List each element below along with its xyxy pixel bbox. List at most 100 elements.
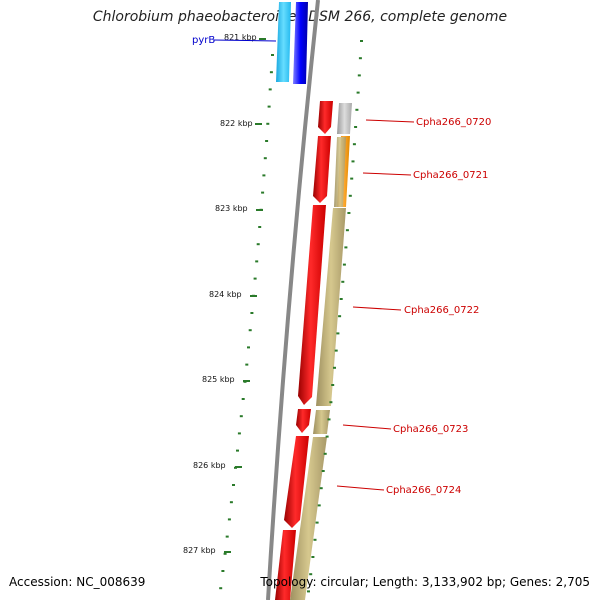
scale-dot bbox=[271, 54, 274, 56]
scale-dot bbox=[268, 88, 272, 91]
scale-dot bbox=[348, 194, 352, 197]
scale-dot bbox=[321, 470, 325, 472]
tick-label-822: 822 kbp bbox=[220, 119, 253, 128]
scale-dot bbox=[323, 452, 327, 455]
scale-dot bbox=[333, 366, 336, 369]
gene-label-cpha266-0723[interactable]: Cpha266_0723 bbox=[393, 424, 468, 435]
cds-cpha266-0720[interactable] bbox=[318, 101, 333, 134]
cds-cpha266-0722[interactable] bbox=[298, 205, 326, 405]
cds-cpha266-0724[interactable] bbox=[284, 436, 309, 528]
gene-label-cpha266-0722[interactable]: Cpha266_0722 bbox=[404, 305, 479, 316]
scale-dot bbox=[327, 418, 331, 421]
scale-dot bbox=[221, 570, 225, 572]
tick-mark bbox=[256, 209, 263, 211]
scale-dot bbox=[253, 277, 257, 280]
cds-track bbox=[275, 101, 333, 600]
orf-khaki-1[interactable] bbox=[334, 137, 346, 207]
scale-dot bbox=[219, 587, 223, 590]
scale-dot bbox=[247, 346, 250, 349]
orf-khaki-3[interactable] bbox=[313, 410, 330, 434]
scale-dot bbox=[342, 263, 346, 266]
scale-dot bbox=[248, 329, 252, 332]
feature-pyrB[interactable] bbox=[276, 2, 308, 84]
scale-dot bbox=[325, 435, 329, 438]
gene-label-cpha266-0721[interactable]: Cpha266_0721 bbox=[413, 170, 488, 181]
tick-mark bbox=[224, 551, 231, 553]
orf-khaki-2[interactable] bbox=[316, 208, 346, 406]
tick-mark bbox=[255, 123, 262, 125]
scale-dot bbox=[269, 71, 273, 74]
scale-dot bbox=[355, 108, 359, 111]
scale-dot bbox=[236, 449, 239, 452]
scale-dot bbox=[339, 298, 343, 300]
scale-dot bbox=[315, 521, 319, 524]
scale-dot bbox=[241, 398, 245, 400]
gene-label-cpha266-0720[interactable]: Cpha266_0720 bbox=[416, 117, 491, 128]
scale-dot bbox=[329, 401, 333, 404]
scale-dot bbox=[256, 243, 260, 246]
tick-label-824: 824 kbp bbox=[209, 290, 242, 299]
scale-dot bbox=[262, 174, 266, 177]
tick-label-827: 827 kbp bbox=[183, 546, 216, 555]
callout-line bbox=[336, 485, 385, 491]
scale-dot bbox=[245, 363, 249, 366]
scale-dot bbox=[225, 535, 229, 538]
callout-line bbox=[213, 39, 277, 42]
scale-dot bbox=[350, 177, 354, 180]
scale-dot bbox=[334, 349, 338, 352]
scale-dot bbox=[354, 126, 358, 128]
inner-scale bbox=[219, 54, 274, 590]
scale-dot bbox=[356, 91, 360, 94]
callout-line bbox=[362, 172, 412, 176]
scale-dot bbox=[341, 280, 345, 283]
gene-label-pyrB[interactable]: pyrB bbox=[192, 35, 215, 46]
scale-dot bbox=[255, 260, 259, 263]
scale-dot bbox=[360, 40, 363, 42]
scale-dot bbox=[358, 57, 362, 60]
scale-dot bbox=[227, 518, 231, 521]
scale-dot bbox=[229, 501, 233, 504]
tick-label-823: 823 kbp bbox=[215, 204, 248, 213]
orf-khaki-4[interactable] bbox=[290, 437, 327, 600]
callout-line bbox=[342, 424, 392, 430]
scale-dot bbox=[232, 484, 235, 486]
accession-text: Accession: NC_008639 bbox=[9, 575, 146, 589]
scale-dot bbox=[344, 246, 348, 249]
cds-cpha266-0723[interactable] bbox=[296, 409, 311, 433]
tick-label-826: 826 kbp bbox=[193, 461, 226, 470]
callout-line bbox=[365, 119, 415, 123]
orf-gray[interactable] bbox=[337, 103, 352, 134]
scale-dot bbox=[351, 160, 355, 163]
scale-dot bbox=[237, 432, 241, 435]
cds-cpha266-0721[interactable] bbox=[313, 136, 331, 203]
scale-dot bbox=[250, 312, 254, 314]
tick-label-825: 825 kbp bbox=[202, 375, 235, 384]
orf-track bbox=[290, 103, 352, 600]
gene-callouts: pyrB Cpha266_0720 Cpha266_0721 Cpha266_0… bbox=[192, 35, 491, 496]
scale-dot bbox=[336, 332, 340, 335]
outer-scale bbox=[307, 40, 363, 593]
callout-line bbox=[352, 306, 402, 311]
scale-dot bbox=[266, 122, 270, 125]
scale-dot bbox=[307, 590, 310, 593]
cds-next[interactable] bbox=[275, 530, 296, 600]
scale-dot bbox=[357, 74, 361, 77]
scale-dot bbox=[338, 315, 342, 318]
scale-dot bbox=[261, 191, 265, 194]
topology-text: Topology: circular; Length: 3,133,902 bp… bbox=[260, 575, 590, 589]
scale-dot bbox=[309, 573, 313, 576]
scale-dot bbox=[352, 143, 356, 146]
scale-ticks: 821 kbp 822 kbp 823 kbp 824 kbp 825 kbp … bbox=[183, 33, 266, 555]
gene-label-cpha266-0724[interactable]: Cpha266_0724 bbox=[386, 485, 461, 496]
scale-dot bbox=[331, 384, 335, 386]
tick-mark bbox=[243, 380, 250, 382]
scale-dot bbox=[267, 105, 271, 108]
scale-dot bbox=[317, 504, 321, 507]
scale-dot bbox=[265, 140, 269, 142]
scale-dot bbox=[347, 212, 351, 214]
tick-mark bbox=[259, 38, 266, 40]
scale-dot bbox=[263, 157, 267, 160]
scale-dot bbox=[258, 226, 262, 228]
